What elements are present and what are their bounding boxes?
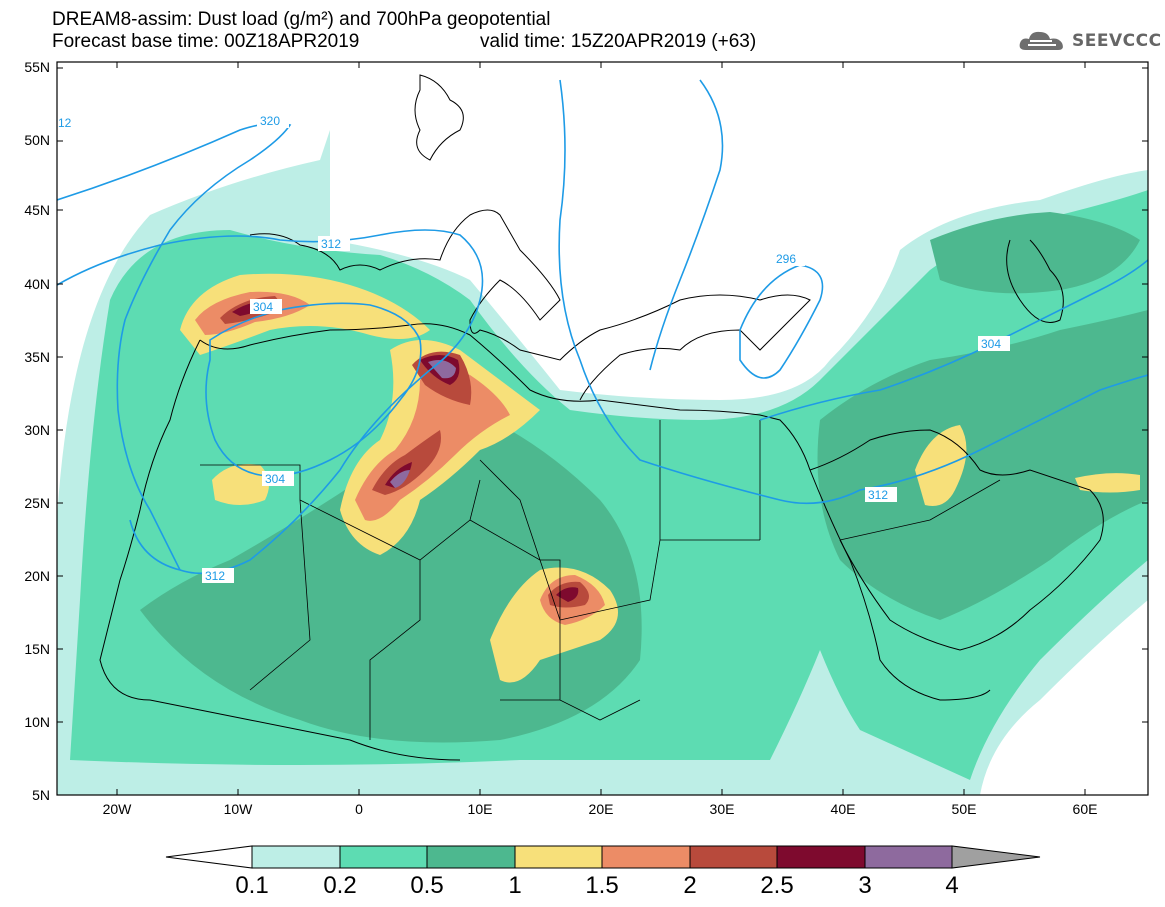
contour-north-east [649, 79, 724, 371]
colorbar-label-1.5: 1.5 [585, 872, 619, 899]
dust-level-1-arabia [915, 425, 967, 506]
coastlines [99, 74, 1104, 761]
contour-label-12: 12 [58, 116, 72, 130]
colorbar-label-2.5: 2.5 [760, 872, 794, 899]
colorbar-bin-2-2.5 [689, 845, 778, 869]
colorbar-bin-1-1.5 [514, 845, 603, 869]
contour-label-312-b: 312 [205, 569, 225, 583]
contour-296 [739, 264, 824, 379]
colorbar-bin-0.1-0.2 [251, 845, 341, 869]
lat-label-45n: 45N [24, 202, 50, 218]
lat-label-15n: 15N [24, 641, 50, 657]
contour-label-304-a: 304 [253, 300, 273, 314]
contour-label-304-b: 304 [265, 472, 285, 486]
dust-level-1-gulf [1075, 473, 1140, 493]
contour-label-304-c: 304 [981, 337, 1001, 351]
lat-label-5n: 5N [32, 787, 50, 803]
dust-level-0.5-east [817, 310, 1148, 620]
contour-label-296: 296 [776, 252, 796, 266]
tick-marks [57, 62, 1148, 796]
africa-coast [199, 323, 991, 701]
lon-label-0: 0 [355, 801, 363, 817]
cloud-icon [1019, 31, 1063, 50]
lon-label-60e: 60E [1073, 801, 1098, 817]
geopotential-contours [57, 79, 1148, 575]
map-frame [56, 61, 1149, 796]
contour-label-312-c: 312 [868, 488, 888, 502]
lat-label-35n: 35N [24, 349, 50, 365]
colorbar-bin-1.5-2 [601, 845, 691, 869]
arabia-coast [809, 429, 1104, 651]
colorbar-label-0.2: 0.2 [323, 872, 357, 899]
uk-coast [414, 74, 464, 161]
colorbar-max-arrow [951, 845, 1041, 869]
contour-label-312-a: 312 [321, 237, 341, 251]
lat-label-40n: 40N [24, 276, 50, 292]
contour-label-320: 320 [260, 114, 280, 128]
colorbar-label-2: 2 [683, 872, 697, 899]
contour-labels: 320 12 312 304 304 312 296 304 312 [58, 113, 1010, 583]
national-borders [200, 420, 1001, 740]
colorbar-label-0.5: 0.5 [410, 872, 444, 899]
colorbar-bin-0.2-0.5 [339, 845, 428, 869]
lon-label-10w: 10W [224, 801, 254, 817]
colorbar-label-4: 4 [945, 872, 959, 899]
west-africa-coast [99, 339, 461, 761]
dust-field [57, 130, 1148, 795]
lon-label-30e: 30E [710, 801, 735, 817]
contour-eastern-med [558, 79, 1148, 505]
colorbar-bin-3-4 [864, 845, 953, 869]
colorbar-bin-0.5-1 [426, 845, 516, 869]
lon-label-20w: 20W [103, 801, 133, 817]
lon-label-50e: 50E [952, 801, 977, 817]
europe-coast [249, 209, 811, 401]
latitude-labels: 55N 50N 45N 40N 35N 30N 25N 20N 15N 10N … [24, 59, 50, 803]
lat-label-55n: 55N [24, 59, 50, 75]
contour-312 [57, 229, 484, 575]
contour-304-inner [205, 302, 422, 477]
lat-label-30n: 30N [24, 422, 50, 438]
lat-label-25n: 25N [24, 495, 50, 511]
dust-level-4 [390, 360, 456, 488]
colorbar-label-3: 3 [858, 872, 872, 899]
colorbar-label-1: 1 [508, 872, 522, 899]
lon-label-10e: 10E [468, 801, 493, 817]
dust-level-0.5-north [930, 212, 1140, 294]
longitude-labels: 20W 10W 0 10E 20E 30E 40E 50E 60E [103, 801, 1098, 817]
seevccc-logo: SEEVCCC [1018, 28, 1162, 54]
logo-text: SEEVCCC [1072, 31, 1162, 51]
colorbar-min-arrow [165, 845, 253, 869]
colorbar-label-0.1: 0.1 [235, 872, 269, 899]
contour-312-west [57, 122, 292, 571]
colorbar [165, 845, 1041, 869]
colorbar-bin-2.5-3 [776, 845, 866, 869]
forecast-times: Forecast base time: 00Z18APR2019 valid ti… [52, 31, 756, 52]
lat-label-50n: 50N [24, 132, 50, 148]
caspian-coast [1006, 239, 1064, 323]
lat-label-10n: 10N [24, 714, 50, 730]
lon-label-20e: 20E [589, 801, 614, 817]
lat-label-20n: 20N [24, 568, 50, 584]
map-title: DREAM8-assim: Dust load (g/m²) and 700hP… [52, 9, 551, 30]
valid-time: valid time: 15Z20APR2019 (+63) [480, 31, 757, 52]
forecast-base-time: Forecast base time: 00Z18APR2019 [52, 31, 360, 52]
lon-label-40e: 40E [831, 801, 856, 817]
